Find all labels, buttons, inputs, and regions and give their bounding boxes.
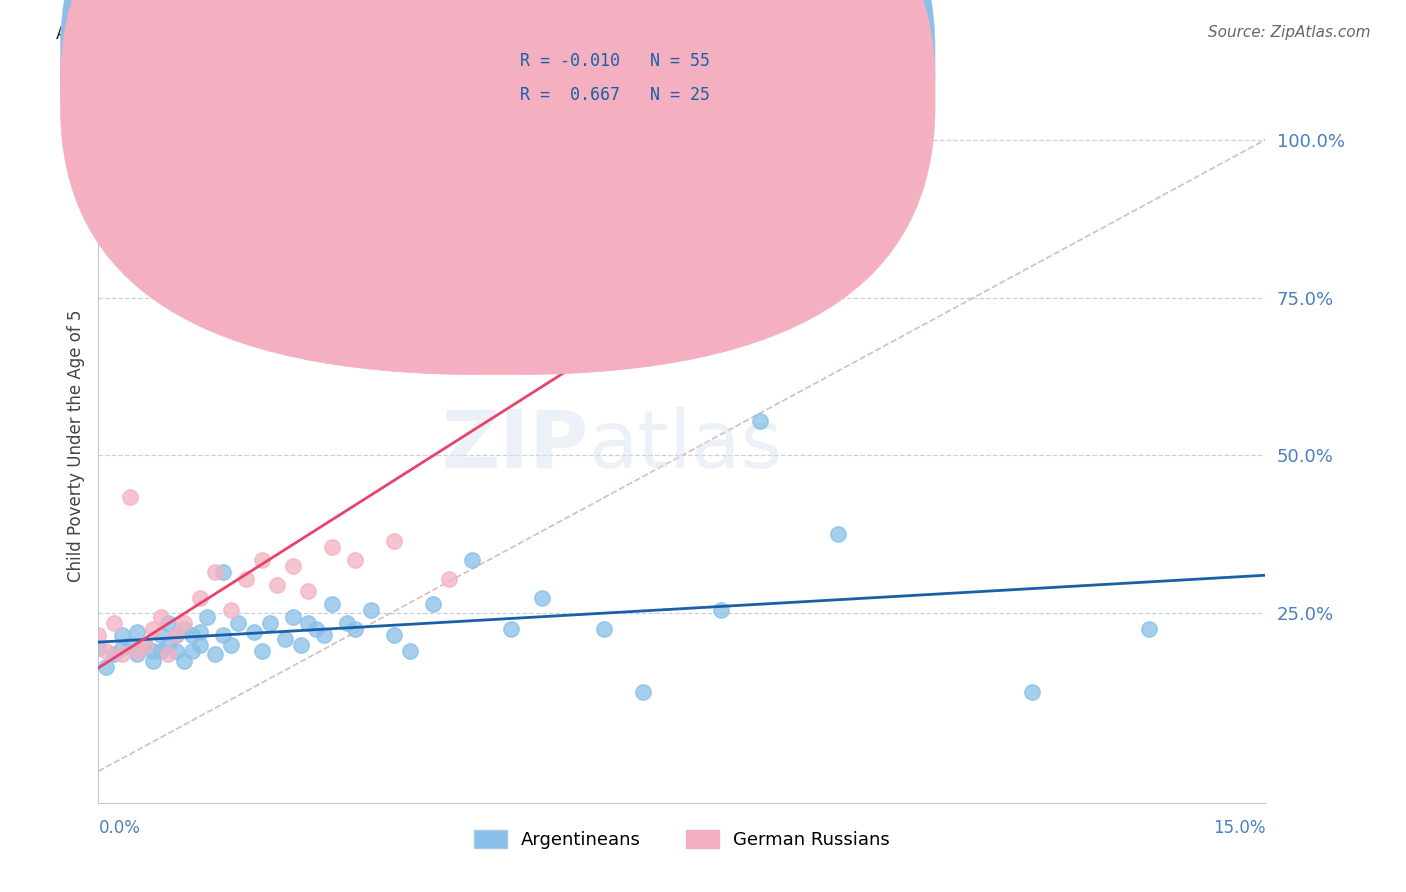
Point bbox=[1021, 685, 1043, 699]
Point bbox=[142, 654, 165, 668]
Point bbox=[312, 628, 335, 642]
Point bbox=[1137, 622, 1160, 636]
Point bbox=[281, 559, 304, 574]
Point bbox=[173, 622, 195, 636]
Point bbox=[398, 644, 420, 658]
Point bbox=[827, 527, 849, 541]
Point bbox=[118, 638, 141, 652]
Point bbox=[127, 644, 149, 658]
Point bbox=[499, 622, 522, 636]
Point bbox=[149, 628, 172, 642]
Point bbox=[173, 654, 195, 668]
Legend: Argentineans, German Russians: Argentineans, German Russians bbox=[465, 821, 898, 858]
Point bbox=[103, 615, 125, 630]
Point bbox=[149, 644, 172, 658]
Point bbox=[297, 615, 319, 630]
Point bbox=[87, 628, 110, 642]
Point bbox=[281, 609, 304, 624]
Point bbox=[631, 685, 654, 699]
Point bbox=[321, 597, 343, 611]
Point bbox=[461, 552, 484, 566]
Text: Source: ZipAtlas.com: Source: ZipAtlas.com bbox=[1208, 25, 1371, 40]
Point bbox=[96, 644, 118, 658]
Point bbox=[134, 638, 156, 652]
Point bbox=[195, 609, 218, 624]
Point bbox=[188, 638, 211, 652]
Point bbox=[127, 625, 149, 640]
Point bbox=[219, 638, 242, 652]
Point bbox=[235, 572, 257, 586]
Point bbox=[593, 622, 616, 636]
Point bbox=[111, 628, 134, 642]
Text: ZIP: ZIP bbox=[441, 407, 589, 485]
Point bbox=[87, 641, 110, 656]
Point bbox=[266, 578, 288, 592]
Text: atlas: atlas bbox=[589, 407, 783, 485]
Text: 15.0%: 15.0% bbox=[1213, 819, 1265, 837]
Point bbox=[180, 628, 202, 642]
Point bbox=[173, 615, 195, 630]
Point bbox=[360, 603, 382, 617]
Point bbox=[530, 591, 553, 605]
Text: R = -0.010   N = 55: R = -0.010 N = 55 bbox=[520, 52, 710, 70]
Point bbox=[180, 644, 202, 658]
Point bbox=[250, 552, 273, 566]
Point bbox=[259, 615, 281, 630]
Point bbox=[118, 490, 141, 504]
Point bbox=[157, 638, 180, 652]
Point bbox=[593, 133, 616, 147]
Point bbox=[103, 648, 125, 662]
Point bbox=[204, 648, 226, 662]
Text: 0.0%: 0.0% bbox=[98, 819, 141, 837]
Point bbox=[149, 609, 172, 624]
Point bbox=[290, 638, 312, 652]
Point bbox=[305, 622, 328, 636]
Point bbox=[321, 540, 343, 554]
Point bbox=[297, 584, 319, 599]
Text: R =  0.667   N = 25: R = 0.667 N = 25 bbox=[520, 86, 710, 103]
Point bbox=[382, 533, 405, 548]
Point bbox=[165, 644, 187, 658]
Point bbox=[134, 638, 156, 652]
Point bbox=[212, 566, 235, 580]
Text: ARGENTINEAN VS GERMAN RUSSIAN CHILD POVERTY UNDER THE AGE OF 5 CORRELATION CHART: ARGENTINEAN VS GERMAN RUSSIAN CHILD POVE… bbox=[56, 25, 869, 43]
Point bbox=[243, 625, 266, 640]
Point bbox=[336, 615, 359, 630]
Point bbox=[344, 552, 367, 566]
Y-axis label: Child Poverty Under the Age of 5: Child Poverty Under the Age of 5 bbox=[66, 310, 84, 582]
Point bbox=[422, 597, 444, 611]
Point bbox=[219, 603, 242, 617]
Point bbox=[188, 625, 211, 640]
Point bbox=[250, 644, 273, 658]
Point bbox=[165, 628, 187, 642]
Point bbox=[142, 622, 165, 636]
Point bbox=[212, 628, 235, 642]
Point bbox=[188, 591, 211, 605]
Point bbox=[748, 414, 770, 428]
Point bbox=[344, 622, 367, 636]
Point bbox=[204, 566, 226, 580]
Point bbox=[228, 615, 250, 630]
Point bbox=[157, 615, 180, 630]
Point bbox=[142, 644, 165, 658]
Point bbox=[96, 660, 118, 674]
Point bbox=[437, 572, 460, 586]
Point bbox=[157, 648, 180, 662]
Point bbox=[111, 641, 134, 656]
Point bbox=[274, 632, 297, 646]
Point bbox=[382, 628, 405, 642]
Point bbox=[165, 628, 187, 642]
Point bbox=[127, 648, 149, 662]
Point bbox=[111, 648, 134, 662]
Point bbox=[710, 603, 733, 617]
